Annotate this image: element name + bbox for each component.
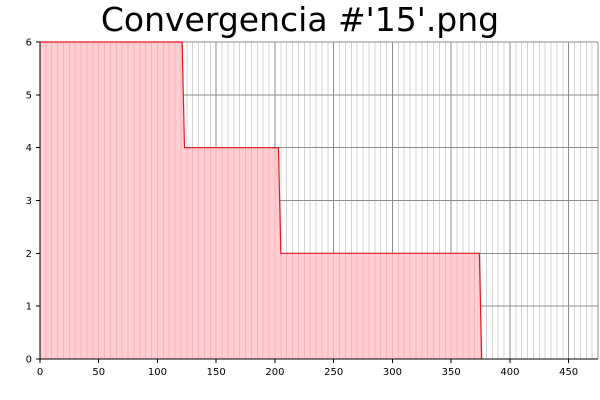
x-tick-label: 350 [442,367,461,378]
y-tick-label: 1 [26,302,32,313]
series-line [40,41,483,360]
x-tick-label: 200 [265,367,284,378]
x-tick-label: 300 [383,367,402,378]
y-tick-label: 6 [26,38,32,49]
y-tick-label: 2 [26,249,32,260]
y-tick-label: 5 [26,90,32,101]
x-tick-label: 100 [148,367,167,378]
area-layer [40,42,482,359]
y-tick-label: 3 [26,196,32,207]
line-layer [40,41,483,360]
x-tick-label: 50 [92,367,105,378]
x-tick-label: 450 [559,367,578,378]
x-tick-label: 400 [500,367,519,378]
series-area [40,42,482,359]
y-tick-label: 0 [26,355,32,366]
y-axis-ticks: 0 1 2 3 4 5 6 [26,38,40,366]
y-tick-label: 4 [26,143,32,154]
chart-title: Convergencia #'15'.png [100,0,500,39]
x-axis-ticks: 0 50 100 150 200 250 300 350 400 450 [37,359,578,378]
x-tick-label: 250 [324,367,343,378]
x-tick-label: 150 [207,367,226,378]
x-tick-label: 0 [37,367,43,378]
